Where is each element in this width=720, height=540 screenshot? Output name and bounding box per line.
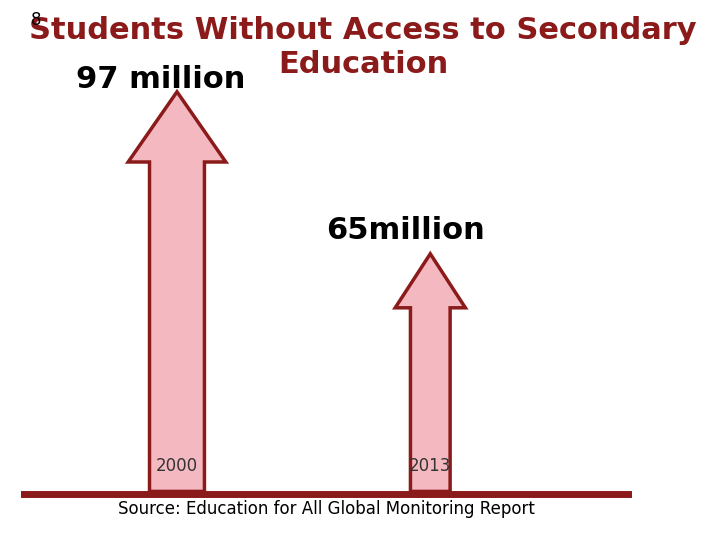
Polygon shape (128, 92, 226, 491)
Text: Students Without Access to Secondary
Education: Students Without Access to Secondary Edu… (30, 16, 697, 79)
Polygon shape (395, 254, 465, 491)
Text: 65million: 65million (327, 216, 485, 245)
Text: 2000: 2000 (156, 457, 198, 475)
Text: 2013: 2013 (409, 457, 451, 475)
Text: 97 million: 97 million (76, 65, 246, 94)
Text: 8: 8 (30, 11, 41, 29)
Text: Source: Education for All Global Monitoring Report: Source: Education for All Global Monitor… (118, 501, 535, 518)
